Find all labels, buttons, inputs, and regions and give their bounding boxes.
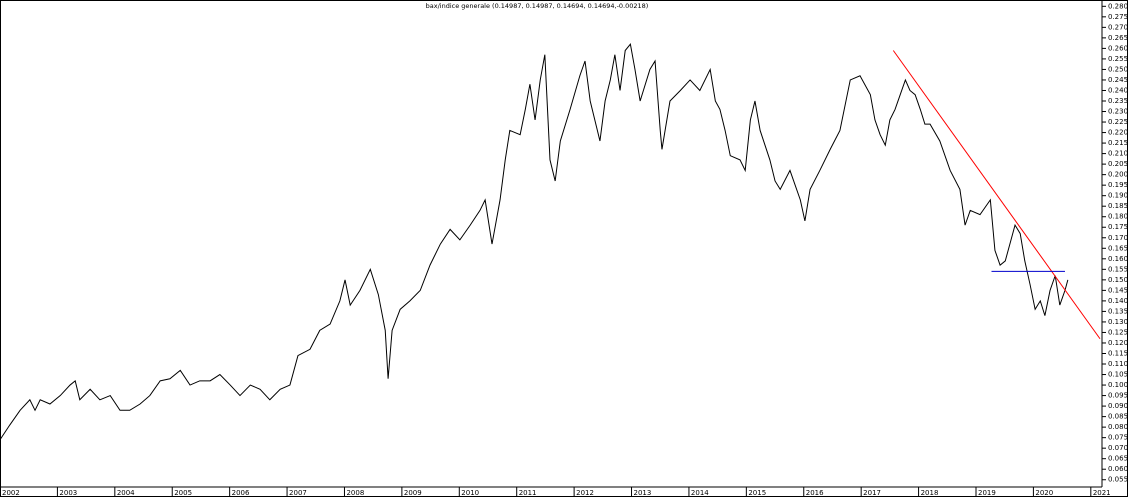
trend-line xyxy=(892,50,1101,340)
x-tick-label: 2009 xyxy=(404,489,422,497)
y-tick-label: 0.080 xyxy=(1108,423,1128,431)
y-tick-label: 0.160 xyxy=(1108,255,1128,263)
y-tick-label: 0.150 xyxy=(1108,276,1128,284)
x-tick-label: 2019 xyxy=(978,489,996,497)
y-tick-label: 0.255 xyxy=(1108,55,1128,63)
y-tick-label: 0.070 xyxy=(1108,444,1128,452)
y-tick-label: 0.230 xyxy=(1108,108,1128,116)
y-tick-label: 0.175 xyxy=(1108,223,1128,231)
x-tick-label: 2018 xyxy=(921,489,939,497)
y-tick-label: 0.270 xyxy=(1108,23,1128,31)
y-tick-label: 0.220 xyxy=(1108,129,1128,137)
y-tick-label: 0.105 xyxy=(1108,371,1128,379)
y-tick-label: 0.135 xyxy=(1108,307,1128,315)
x-tick-label: 2016 xyxy=(806,489,824,497)
x-tick-label: 2010 xyxy=(461,489,479,497)
y-tick-label: 0.210 xyxy=(1108,150,1128,158)
x-tick-label: 2021 xyxy=(1093,489,1111,497)
y-tick-label: 0.155 xyxy=(1108,265,1128,273)
y-tick-label: 0.260 xyxy=(1108,44,1128,52)
x-tick-label: 2011 xyxy=(519,489,537,497)
y-tick-label: 0.235 xyxy=(1108,97,1128,105)
y-tick-label: 0.250 xyxy=(1108,65,1128,73)
x-tick-label: 2002 xyxy=(2,489,20,497)
y-tick-label: 0.100 xyxy=(1108,381,1128,389)
chart-title: bax/indice generale (0.14987, 0.14987, 0… xyxy=(426,2,649,10)
price-line xyxy=(0,43,1069,441)
y-tick-label: 0.145 xyxy=(1108,286,1128,294)
y-tick-label: 0.180 xyxy=(1108,213,1128,221)
y-tick-label: 0.075 xyxy=(1108,434,1128,442)
y-tick-label: 0.275 xyxy=(1108,13,1128,21)
y-tick-label: 0.120 xyxy=(1108,339,1128,347)
y-tick-label: 0.185 xyxy=(1108,202,1128,210)
y-tick-label: 0.240 xyxy=(1108,86,1128,94)
x-tick-label: 2003 xyxy=(59,489,77,497)
y-tick-label: 0.060 xyxy=(1108,465,1128,473)
y-tick-label: 0.200 xyxy=(1108,171,1128,179)
x-tick-label: 2017 xyxy=(863,489,881,497)
y-tick-label: 0.280 xyxy=(1108,2,1128,10)
x-tick-label: 2008 xyxy=(346,489,364,497)
x-tick-label: 2012 xyxy=(576,489,594,497)
y-tick-label: 0.125 xyxy=(1108,328,1128,336)
y-tick-label: 0.195 xyxy=(1108,181,1128,189)
x-tick-label: 2020 xyxy=(1035,489,1053,497)
y-tick-label: 0.130 xyxy=(1108,318,1128,326)
y-tick-label: 0.095 xyxy=(1108,392,1128,400)
y-tick-label: 0.090 xyxy=(1108,402,1128,410)
x-tick-label: 2004 xyxy=(117,489,135,497)
y-tick-label: 0.170 xyxy=(1108,234,1128,242)
y-tick-label: 0.165 xyxy=(1108,244,1128,252)
y-tick-label: 0.265 xyxy=(1108,34,1128,42)
y-tick-label: 0.085 xyxy=(1108,413,1128,421)
x-tick-label: 2015 xyxy=(748,489,766,497)
y-tick-label: 0.140 xyxy=(1108,297,1128,305)
y-tick-label: 0.055 xyxy=(1108,476,1128,484)
x-tick-label: 2013 xyxy=(634,489,652,497)
x-tick-label: 2007 xyxy=(289,489,307,497)
y-tick-label: 0.245 xyxy=(1108,76,1128,84)
x-tick-label: 2006 xyxy=(232,489,250,497)
y-tick-label: 0.225 xyxy=(1108,118,1128,126)
y-tick-label: 0.110 xyxy=(1108,360,1128,368)
y-tick-label: 0.115 xyxy=(1108,349,1128,357)
y-tick-label: 0.190 xyxy=(1108,192,1128,200)
x-tick-label: 2014 xyxy=(691,489,709,497)
y-tick-label: 0.065 xyxy=(1108,455,1128,463)
y-tick-label: 0.215 xyxy=(1108,139,1128,147)
y-tick-label: 0.205 xyxy=(1108,160,1128,168)
x-tick-label: 2005 xyxy=(174,489,192,497)
